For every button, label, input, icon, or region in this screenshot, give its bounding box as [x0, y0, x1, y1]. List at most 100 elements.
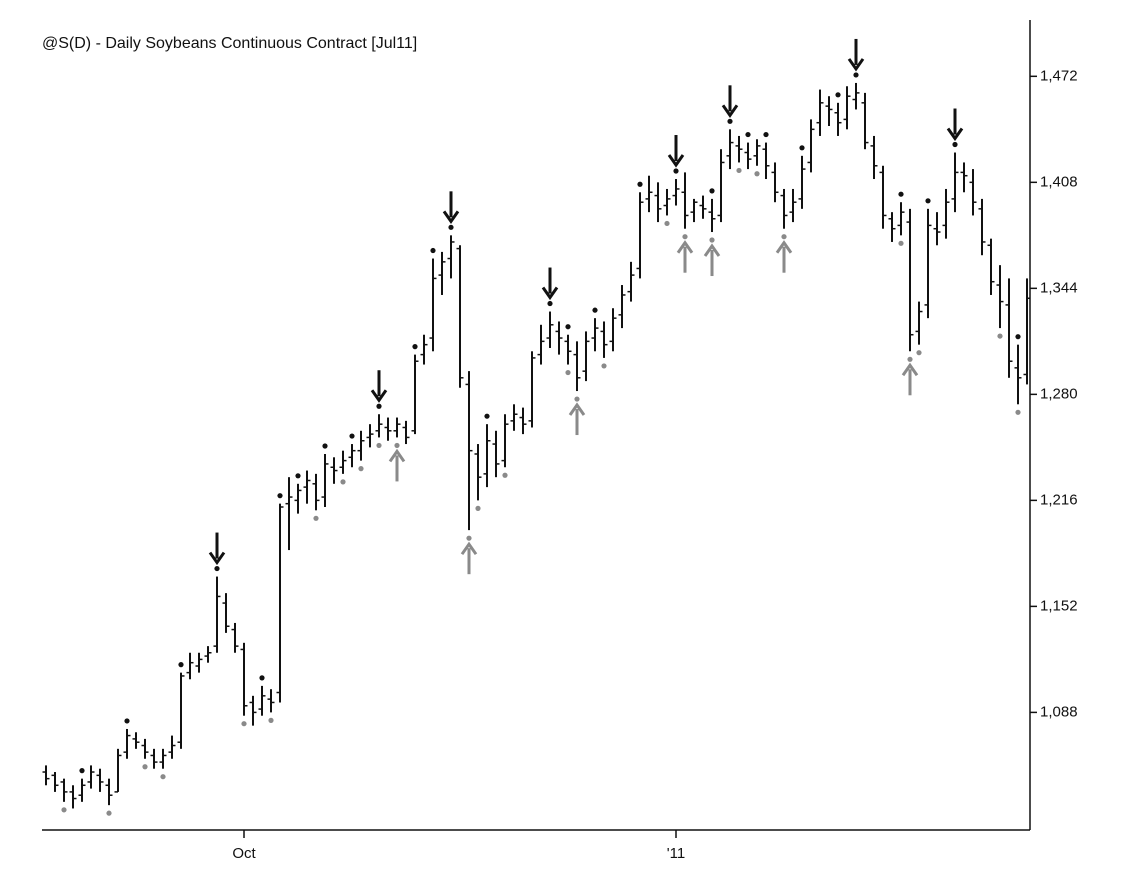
- swing-high-dot: [1015, 334, 1021, 340]
- swing-high-dot: [259, 675, 265, 681]
- swing-low-dot: [313, 515, 319, 521]
- swing-high-dot: [412, 344, 418, 350]
- swing-high-dot: [952, 141, 958, 148]
- swing-low-dot: [664, 220, 670, 227]
- arrow-part: [541, 286, 559, 301]
- buy-arrow: [460, 541, 478, 575]
- swing-low-dot: [268, 717, 274, 723]
- swing-high-dot: [673, 168, 679, 174]
- swing-low-dot: [898, 240, 904, 246]
- swing-high-dot: [637, 181, 643, 187]
- buy-arrow: [703, 243, 721, 277]
- swing-low-dot: [709, 237, 715, 243]
- buy-arrow: [388, 448, 406, 482]
- swing-low-dot: [916, 350, 922, 356]
- y-tick-label: 1,472: [1040, 67, 1078, 84]
- swing-low-dot: [997, 333, 1003, 339]
- swing-low-dot: [394, 442, 400, 449]
- swing-low-dot: [736, 167, 742, 174]
- swing-high-dot: [484, 413, 490, 419]
- sell-arrow: [667, 135, 685, 168]
- swing-low-dot: [754, 171, 760, 177]
- arrow-part: [721, 104, 739, 118]
- arrow-part: [388, 448, 406, 463]
- swing-high-dot: [79, 768, 85, 774]
- arrow-part: [208, 551, 226, 566]
- chart-title: @S(D) - Daily Soybeans Continuous Contra…: [42, 35, 417, 52]
- swing-low-dot: [61, 807, 67, 813]
- swing-high-dot: [214, 565, 220, 572]
- swing-low-dot: [601, 363, 607, 369]
- arrow-part: [442, 210, 460, 224]
- swing-high-dot: [745, 131, 751, 138]
- arrow-part: [901, 362, 919, 377]
- sell-arrow: [847, 38, 865, 72]
- y-tick-label: 1,088: [1040, 703, 1078, 720]
- swing-high-dot: [178, 662, 184, 668]
- swing-low-dot: [241, 721, 247, 727]
- swing-high-dot: [430, 247, 436, 254]
- swing-low-dot: [142, 764, 148, 770]
- x-tick-label: Oct: [232, 845, 256, 862]
- buy-arrow: [775, 240, 793, 273]
- sell-arrow: [721, 85, 739, 118]
- y-tick-label: 1,216: [1040, 491, 1078, 508]
- sell-arrow: [442, 191, 460, 224]
- swing-high-dot: [835, 92, 841, 98]
- swing-low-dot: [340, 479, 346, 485]
- arrow-part: [946, 127, 964, 142]
- swing-high-dot: [376, 403, 382, 409]
- arrow-part: [676, 240, 694, 254]
- swing-low-dot: [574, 396, 580, 402]
- swing-high-dot: [349, 433, 355, 439]
- swing-low-dot: [565, 369, 571, 376]
- swing-low-dot: [160, 774, 166, 780]
- swing-low-dot: [466, 535, 472, 541]
- buy-arrow: [901, 362, 919, 396]
- sell-arrow: [370, 370, 388, 403]
- swing-high-dot: [898, 191, 904, 197]
- arrow-part: [370, 389, 388, 403]
- swing-high-dot: [322, 443, 328, 449]
- y-tick-label: 1,344: [1040, 279, 1078, 296]
- y-tick-label: 1,408: [1040, 173, 1078, 190]
- y-tick-label: 1,152: [1040, 597, 1078, 614]
- swing-high-dot: [709, 188, 715, 194]
- swing-high-dot: [295, 473, 301, 479]
- sell-arrow: [946, 108, 964, 142]
- swing-high-dot: [547, 300, 553, 307]
- arrow-part: [847, 58, 865, 72]
- arrow-part: [667, 154, 685, 168]
- arrow-part: [460, 541, 478, 556]
- swing-high-dot: [727, 118, 733, 124]
- swing-high-dot: [565, 324, 571, 330]
- swing-low-dot: [781, 234, 787, 240]
- swing-low-dot: [475, 505, 481, 511]
- swing-high-dot: [925, 198, 931, 204]
- x-tick-label: '11: [667, 845, 685, 862]
- swing-high-dot: [853, 72, 859, 78]
- arrow-part: [568, 402, 586, 416]
- swing-high-dot: [799, 145, 805, 151]
- swing-high-dot: [124, 718, 130, 724]
- swing-low-dot: [106, 810, 112, 816]
- arrow-part: [775, 240, 793, 254]
- y-tick-label: 1,280: [1040, 385, 1078, 402]
- swing-high-dot: [592, 307, 598, 313]
- swing-low-dot: [682, 234, 688, 240]
- swing-high-dot: [448, 224, 454, 230]
- sell-arrow: [541, 267, 559, 301]
- swing-low-dot: [502, 472, 508, 478]
- buy-arrow: [568, 402, 586, 436]
- swing-high-dot: [277, 493, 283, 499]
- swing-low-dot: [358, 466, 364, 472]
- swing-low-dot: [907, 356, 913, 362]
- sell-arrow: [208, 532, 226, 566]
- buy-arrow: [676, 240, 694, 273]
- arrow-part: [703, 243, 721, 257]
- swing-high-dot: [763, 131, 769, 138]
- swing-low-dot: [376, 442, 382, 449]
